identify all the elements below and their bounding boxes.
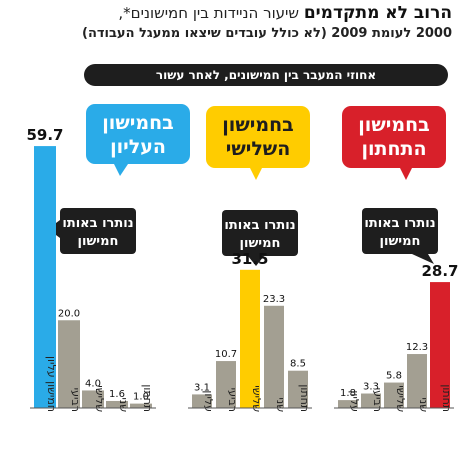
section-band: אחוזי המעבר בין חמישונים, לאחר עשור xyxy=(84,64,448,86)
middle-category-label: תחתון xyxy=(298,384,311,412)
middle-stay-callout-pointer xyxy=(248,256,264,266)
bottom-bubble-tail xyxy=(400,168,412,180)
middle-bubble-label-line: השלישי xyxy=(226,138,291,160)
middle-category-label: רביעי xyxy=(226,388,239,412)
top-bubble-label-line: העליון xyxy=(110,136,166,158)
top-bar xyxy=(34,146,56,408)
top-category-label: שלישי xyxy=(93,385,106,412)
top-value-label: 4.0 xyxy=(85,378,101,389)
top-value-label: 1.6 xyxy=(109,389,125,400)
top-bar xyxy=(130,403,152,408)
top-bar xyxy=(82,390,104,408)
bottom-stay-callout-line: חמישון xyxy=(380,234,421,249)
middle-bar xyxy=(288,370,308,408)
middle-bar xyxy=(216,361,236,408)
middle-stay-callout xyxy=(222,210,298,256)
top-value-label: 59.7 xyxy=(26,126,63,144)
bottom-bar xyxy=(338,400,358,408)
bottom-value-label: 28.7 xyxy=(421,262,458,280)
top-bar xyxy=(58,320,80,408)
top-bubble-tail xyxy=(114,164,128,176)
bottom-category-label: שני xyxy=(417,397,430,412)
middle-value-label: 3.1 xyxy=(194,382,210,393)
bottom-category-label: תחתון xyxy=(440,384,453,412)
middle-value-label: 31.5 xyxy=(231,250,268,268)
chart-title-rest: שיעור הניידות בין חמישונים*, xyxy=(118,4,304,22)
middle-category-label: שני xyxy=(274,397,287,412)
top-category-label: שני xyxy=(117,397,130,412)
bottom-value-label: 3.3 xyxy=(363,382,379,393)
top-category-label: תחתון xyxy=(141,384,154,412)
chart-title: הרוב לא מתקדמים שיעור הניידות בין חמישונ… xyxy=(6,4,452,22)
bottom-bubble-label-line: התחתון xyxy=(361,138,426,160)
top-value-label: 1.0 xyxy=(133,392,149,403)
bottom-bubble-label-line: בחמישון xyxy=(358,114,429,136)
middle-bar xyxy=(240,269,260,408)
bottom-stay-callout xyxy=(362,208,438,254)
bottom-bar xyxy=(430,282,450,408)
middle-category-label: שלישי xyxy=(250,385,263,412)
chart-title-bold: הרוב לא מתקדמים xyxy=(303,3,452,23)
bottom-value-label: 1.8 xyxy=(340,388,356,399)
middle-value-label: 23.3 xyxy=(263,294,285,305)
bottom-value-label: 12.3 xyxy=(406,342,428,353)
top-bubble-label-line: בחמישון xyxy=(102,112,173,134)
bottom-bar xyxy=(407,354,427,408)
middle-bubble xyxy=(206,106,310,168)
chart-subtitle: 2000 לעומת 2009 (לא כולל עובדים שיצאו ממ… xyxy=(82,26,452,41)
middle-bubble-tail xyxy=(250,168,262,180)
top-stay-callout-line: חמישון xyxy=(78,234,119,249)
bottom-value-label: 5.8 xyxy=(386,371,402,382)
top-bar xyxy=(106,400,128,408)
bottom-category-label: שלישי xyxy=(394,385,407,412)
bottom-bar xyxy=(384,382,404,408)
middle-bubble-label-line: בחמישון xyxy=(222,114,293,136)
bottom-bar xyxy=(361,393,381,408)
middle-stay-callout-line: נותרו באותו xyxy=(224,218,295,233)
top-value-label: 20.0 xyxy=(58,308,80,319)
middle-value-label: 10.7 xyxy=(215,349,237,360)
bottom-stay-callout-pointer xyxy=(412,254,434,264)
top-stay-callout xyxy=(60,208,136,254)
middle-bar xyxy=(192,394,212,408)
bottom-bubble xyxy=(342,106,446,168)
top-bubble xyxy=(86,104,190,164)
bottom-category-label: עליון xyxy=(348,390,361,412)
middle-category-label: עליון xyxy=(202,390,215,412)
middle-value-label: 8.5 xyxy=(290,359,306,370)
top-stay-callout-line: נותרו באותו xyxy=(62,216,133,231)
middle-bar xyxy=(264,305,284,408)
top-category-label: רביעי xyxy=(69,388,82,412)
bottom-stay-callout-line: נותרו באותו xyxy=(364,216,435,231)
middle-stay-callout-line: חמישון xyxy=(240,236,281,251)
top-category-label: חמישון עליון xyxy=(45,356,58,412)
bottom-category-label: רביעי xyxy=(371,388,384,412)
